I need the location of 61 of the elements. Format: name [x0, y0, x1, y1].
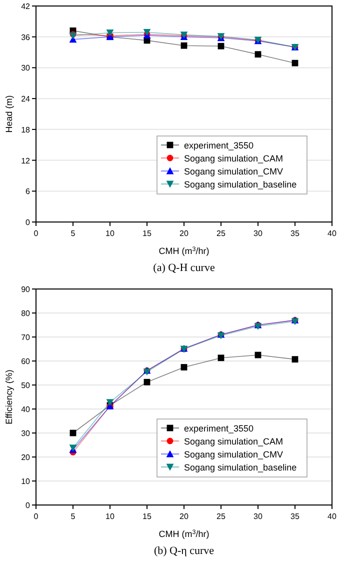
legend-label: experiment_3550 [184, 424, 254, 434]
x-tick-label: 30 [254, 229, 263, 238]
x-tick-label: 35 [290, 512, 300, 521]
text: (a) Q-H curve [153, 262, 215, 274]
x-tick-label: 30 [254, 512, 263, 521]
point [180, 42, 188, 49]
y-tick-label: 70 [21, 333, 31, 342]
y-tick-label: 0 [26, 501, 31, 510]
x-axis-title: CMH (m$^{3}$/hr) [158, 528, 210, 539]
y-tick-label: 10 [21, 477, 31, 486]
y-tick-label: 42 [21, 2, 31, 11]
point [106, 30, 114, 36]
legend-label: Sogang simulation_CAM [184, 436, 284, 446]
y-axis-title: Head (m) [4, 95, 14, 133]
y-tick-label: 36 [21, 32, 31, 42]
x-axis-title: CMH (m$^{3}$/hr) [158, 246, 210, 256]
point [292, 60, 298, 66]
point [180, 364, 188, 370]
point [144, 378, 150, 386]
x-tick-label: 25 [216, 512, 226, 521]
y-tick-label: 90 [21, 285, 31, 294]
x-tick-label: 35 [290, 229, 300, 238]
point [292, 356, 298, 363]
y-tick-label: 0 [26, 218, 31, 227]
y-tick-label: 40 [21, 405, 31, 414]
y-tick-label: 30 [21, 429, 31, 438]
y-tick-label: 60 [21, 357, 31, 366]
x-tick-label: 20 [180, 229, 189, 238]
x-tick-label: 25 [216, 229, 226, 238]
x-tick-label: 15 [142, 229, 152, 238]
point [254, 51, 262, 58]
legend-label: Sogang simulation_CMV [184, 166, 284, 176]
x-tick-label: 20 [180, 512, 189, 521]
y-tick-label: 20 [21, 453, 31, 462]
legend-label: Sogang simulation_CMV [184, 450, 284, 460]
x-tick-label: 0 [34, 229, 39, 238]
y-tick-label: 80 [21, 309, 31, 318]
legend-label: Sogang simulation_CAM [184, 154, 284, 164]
point [69, 32, 77, 40]
y-tick-label: 6 [26, 187, 31, 196]
y-tick-label: 24 [21, 94, 31, 104]
point [218, 42, 224, 50]
x-tick-label: 15 [142, 512, 152, 521]
text: (b) Q-η curve [154, 545, 214, 557]
x-tick-label: 40 [328, 229, 337, 238]
y-axis-title: Efficiency (%) [4, 370, 14, 424]
x-tick-label: 0 [34, 512, 39, 521]
legend-label: Sogang simulation_baseline [184, 462, 297, 472]
y-tick-label: 18 [21, 125, 31, 134]
x-tick-label: 5 [70, 512, 76, 521]
y-tick-label: 30 [21, 64, 31, 73]
legend-label: experiment_3550 [184, 140, 254, 150]
legend-label: Sogang simulation_baseline [184, 180, 297, 190]
x-tick-label: 40 [328, 512, 337, 521]
x-tick-label: 5 [70, 229, 76, 238]
y-tick-label: 50 [21, 381, 31, 390]
point [218, 354, 224, 362]
x-tick-label: 10 [106, 512, 115, 521]
point [106, 399, 114, 406]
x-tick-label: 10 [106, 229, 115, 238]
y-tick-label: 12 [21, 156, 31, 166]
